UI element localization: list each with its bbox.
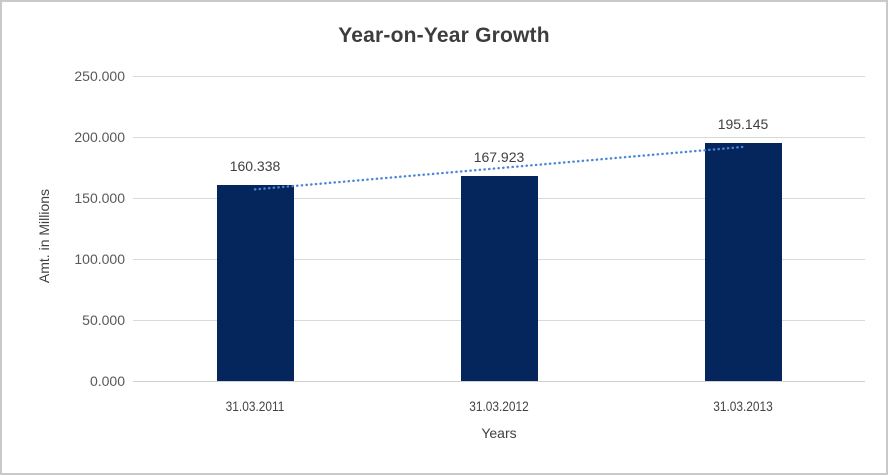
- y-tick-label: 200.000: [74, 129, 125, 145]
- trendline: [253, 145, 745, 191]
- y-tick-label: 100.000: [74, 251, 125, 267]
- bar-value-label: 160.338: [229, 158, 281, 175]
- y-tick-label: 0.000: [89, 373, 125, 389]
- x-tick-label: 31.03.2013: [713, 398, 773, 414]
- chart-title: Year-on-Year Growth: [338, 24, 550, 47]
- bar: [460, 176, 538, 381]
- x-tick-label: 31.03.2011: [225, 398, 285, 414]
- y-tick-label: 150.000: [74, 190, 125, 206]
- y-tick-label: 50.000: [82, 312, 125, 328]
- gridline: [133, 76, 865, 77]
- y-tick-label: 250.000: [74, 68, 125, 84]
- x-axis-title: Years: [481, 425, 517, 441]
- bar: [704, 142, 782, 381]
- gridline: [133, 137, 865, 138]
- plot-area: 160.338 167.923 195.145: [133, 76, 865, 382]
- x-tick-label: 31.03.2012: [469, 398, 529, 414]
- bar: [216, 185, 294, 381]
- x-axis-line: [133, 381, 865, 382]
- bar-value-label: 195.145: [717, 115, 769, 132]
- trendline-line: [253, 145, 745, 191]
- bar-value-label: 167.923: [473, 149, 525, 166]
